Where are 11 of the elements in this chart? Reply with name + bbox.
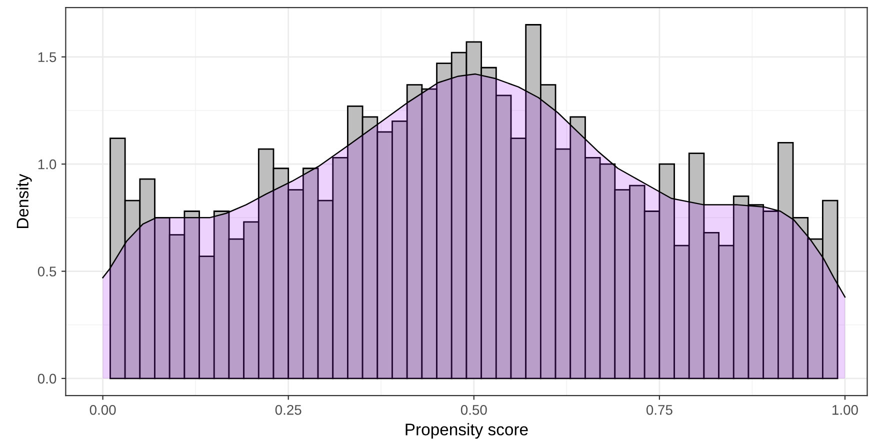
x-tick-label: 1.00 (832, 404, 858, 415)
y-axis-title: Density (16, 174, 32, 228)
y-tick-label: 0.0 (38, 374, 56, 384)
x-tick-label: 0.50 (460, 404, 487, 415)
x-tick-label: 0.25 (275, 404, 302, 415)
x-tick-label: 0.75 (646, 404, 672, 415)
y-tick-label: 1.5 (38, 52, 56, 62)
y-tick-label: 1.0 (38, 159, 56, 170)
x-axis-title: Propensity score (406, 423, 528, 439)
y-tick-label: 0.5 (38, 266, 56, 276)
x-tick-label: 0.00 (90, 404, 116, 415)
